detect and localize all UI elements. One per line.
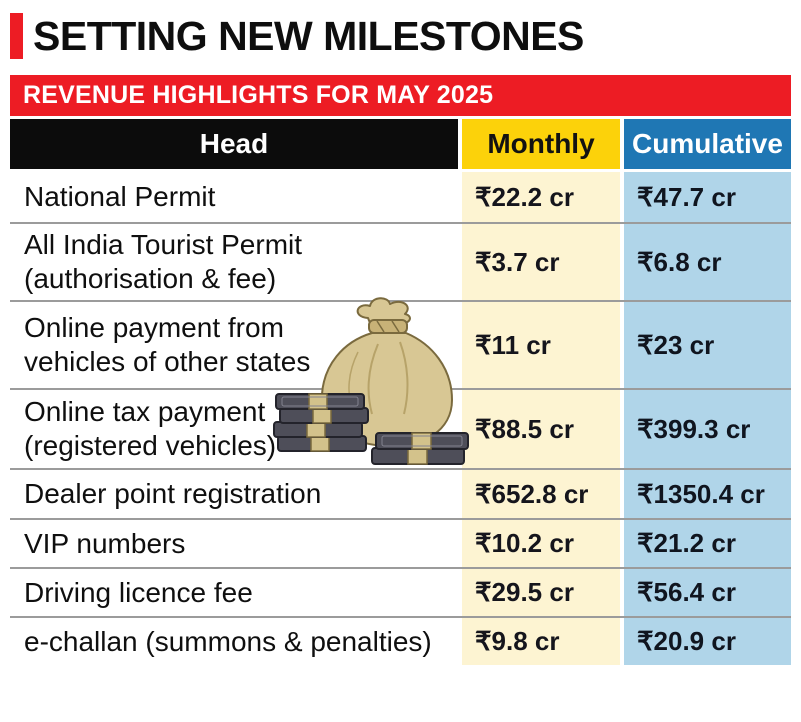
table-header-row: Head Monthly Cumulative bbox=[10, 119, 791, 169]
column-header-cumulative: Cumulative bbox=[624, 119, 791, 169]
row-head-label: VIP numbers bbox=[24, 527, 186, 559]
title-block: SETTING NEW MILESTONES bbox=[10, 12, 791, 60]
row-head: e-challan (summons & penalties) bbox=[10, 618, 458, 665]
column-header-monthly: Monthly bbox=[462, 119, 620, 169]
row-head-label: Driving licence fee bbox=[24, 576, 253, 608]
row-monthly-value: ₹10.2 cr bbox=[462, 520, 620, 567]
row-head-label: Dealer point registration bbox=[24, 478, 322, 510]
page-title: SETTING NEW MILESTONES bbox=[33, 12, 584, 59]
table-row: VIP numbers ₹10.2 cr ₹21.2 cr bbox=[10, 518, 791, 567]
table-row: National Permit ₹22.2 cr ₹47.7 cr bbox=[10, 172, 791, 222]
row-head-label: Online payment from vehicles of other st… bbox=[24, 312, 311, 377]
row-monthly-value: ₹22.2 cr bbox=[462, 172, 620, 222]
row-head-label: Online tax payment (registered vehicles) bbox=[24, 396, 277, 461]
row-cumulative-value: ₹56.4 cr bbox=[624, 569, 791, 616]
row-monthly-value: ₹9.8 cr bbox=[462, 618, 620, 665]
row-cumulative-value: ₹21.2 cr bbox=[624, 520, 791, 567]
table-row: Driving licence fee ₹29.5 cr ₹56.4 cr bbox=[10, 567, 791, 616]
table-row: e-challan (summons & penalties) ₹9.8 cr … bbox=[10, 616, 791, 665]
row-head-label: e-challan (summons & penalties) bbox=[24, 625, 432, 657]
row-cumulative-value: ₹47.7 cr bbox=[624, 172, 791, 222]
row-monthly-value: ₹652.8 cr bbox=[462, 470, 620, 518]
table-row: All India Tourist Permit (authorisation … bbox=[10, 222, 791, 300]
money-bag-icon bbox=[273, 297, 469, 465]
row-head: VIP numbers bbox=[10, 520, 458, 567]
banner: REVENUE HIGHLIGHTS FOR MAY 2025 bbox=[10, 75, 791, 116]
row-head: All India Tourist Permit (authorisation … bbox=[10, 224, 458, 300]
row-head: Driving licence fee bbox=[10, 569, 458, 616]
row-head-label: All India Tourist Permit (authorisation … bbox=[24, 229, 303, 294]
row-cumulative-value: ₹399.3 cr bbox=[624, 390, 791, 468]
row-cumulative-value: ₹6.8 cr bbox=[624, 224, 791, 300]
row-head: National Permit bbox=[10, 172, 458, 222]
table-row: Dealer point registration ₹652.8 cr ₹135… bbox=[10, 468, 791, 518]
row-head: Dealer point registration bbox=[10, 470, 458, 518]
row-cumulative-value: ₹1350.4 cr bbox=[624, 470, 791, 518]
row-monthly-value: ₹29.5 cr bbox=[462, 569, 620, 616]
row-monthly-value: ₹11 cr bbox=[462, 302, 620, 388]
row-head-label: National Permit bbox=[24, 181, 216, 213]
title-accent-bar bbox=[10, 13, 23, 59]
row-monthly-value: ₹3.7 cr bbox=[462, 224, 620, 300]
row-cumulative-value: ₹23 cr bbox=[624, 302, 791, 388]
row-monthly-value: ₹88.5 cr bbox=[462, 390, 620, 468]
row-cumulative-value: ₹20.9 cr bbox=[624, 618, 791, 665]
column-header-head: Head bbox=[10, 119, 458, 169]
